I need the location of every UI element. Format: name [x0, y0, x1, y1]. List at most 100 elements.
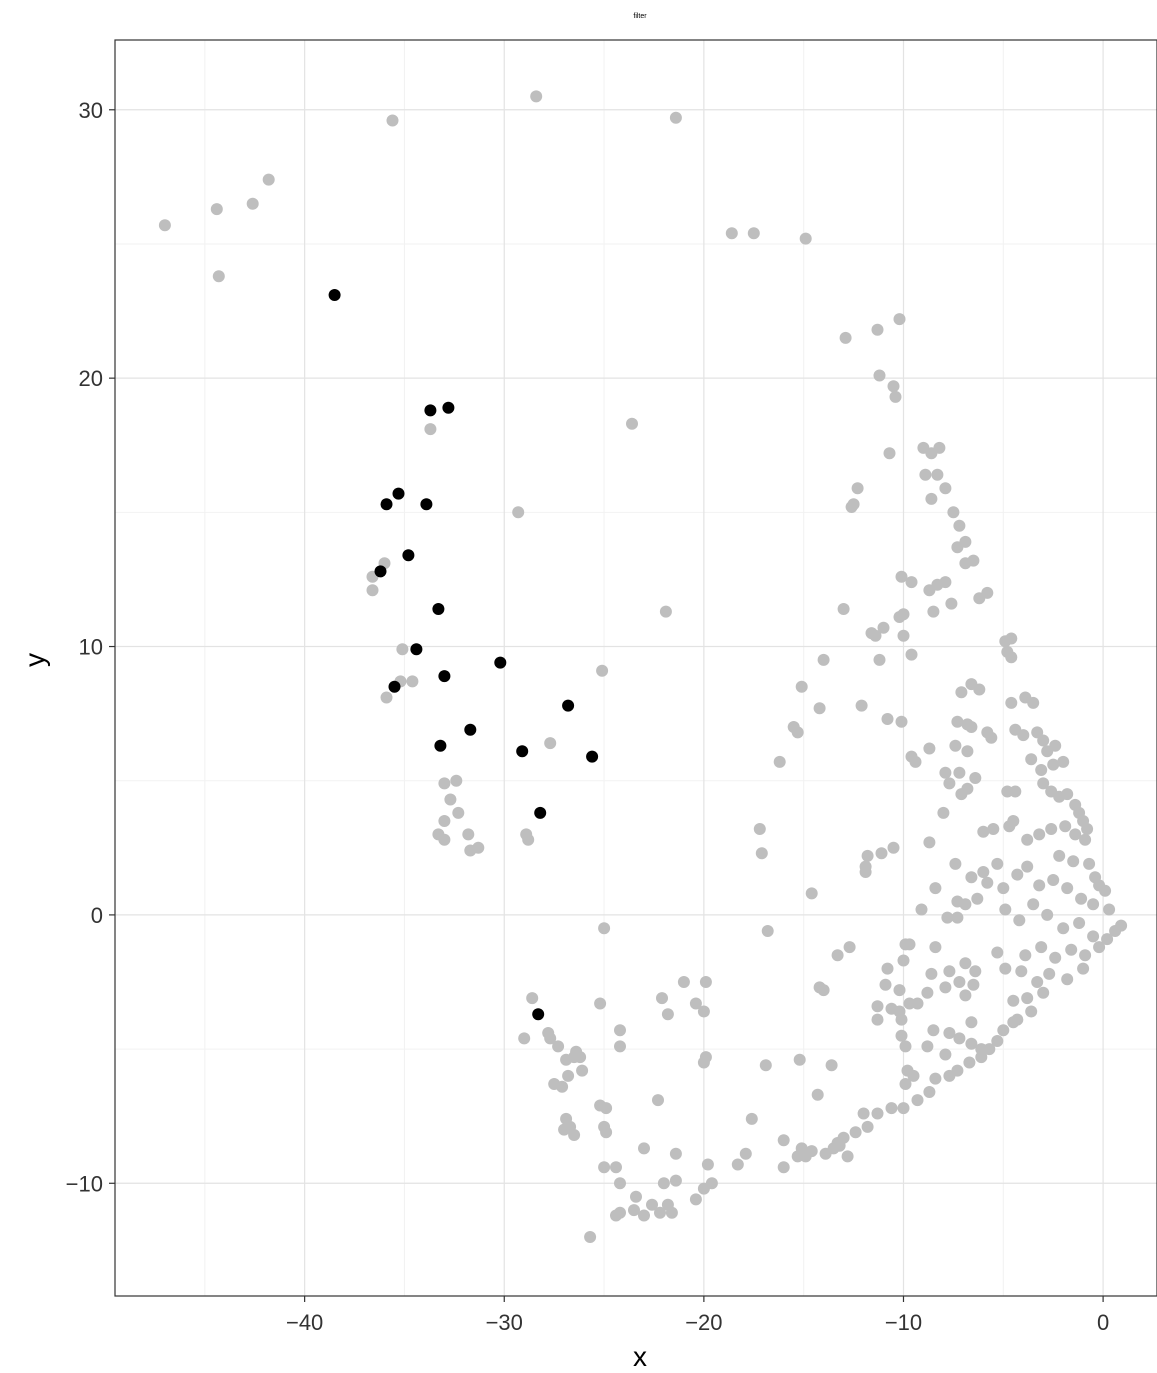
data-point [1025, 1005, 1038, 1018]
data-point [973, 683, 986, 696]
data-point [1083, 857, 1096, 870]
highlighted-point [494, 656, 507, 669]
data-point [905, 576, 918, 589]
data-point [929, 882, 942, 895]
data-point [739, 1147, 752, 1160]
data-point [869, 629, 882, 642]
data-point [939, 482, 952, 495]
data-point [530, 90, 543, 103]
data-point [600, 1126, 613, 1139]
highlighted-point [392, 487, 405, 500]
data-point [438, 815, 451, 827]
data-point [799, 232, 812, 245]
highlighted-point [420, 498, 433, 511]
data-point [969, 772, 982, 784]
data-point [1067, 855, 1080, 868]
data-point [965, 1037, 978, 1050]
highlighted-point [534, 806, 547, 819]
data-point [598, 922, 611, 935]
data-point [861, 1120, 874, 1133]
minor-gridlines [115, 40, 1157, 1296]
data-point [731, 1158, 744, 1171]
x-tick-label: −40 [286, 1310, 323, 1335]
highlighted-point [464, 723, 477, 736]
data-point [1011, 868, 1024, 881]
data-point [610, 1209, 622, 1222]
data-point [981, 876, 994, 889]
data-point [825, 1059, 838, 1072]
data-point [1035, 941, 1048, 954]
data-point [889, 390, 902, 403]
data-point [761, 925, 774, 937]
data-point [953, 519, 966, 532]
data-point [1021, 833, 1034, 846]
data-point [1043, 967, 1056, 980]
data-point [544, 1032, 557, 1045]
data-point [959, 557, 972, 570]
data-point [1079, 949, 1092, 962]
data-point [991, 1035, 1004, 1047]
data-point [997, 882, 1010, 895]
data-point [933, 441, 946, 454]
data-point [929, 1072, 942, 1085]
data-point [857, 1107, 870, 1120]
axis-ticks: −40 −30 −20 −10 0 −10 0 10 20 30 [66, 98, 1110, 1335]
data-point [665, 1206, 678, 1219]
data-point [614, 1024, 626, 1037]
data-point [911, 1094, 924, 1107]
data-point [1035, 764, 1048, 776]
data-point [873, 369, 886, 382]
data-point [1103, 903, 1116, 916]
data-point [939, 1048, 952, 1061]
data-point [963, 1056, 976, 1069]
x-tick-label: 0 [1097, 1310, 1109, 1335]
data-point [977, 825, 990, 838]
data-point [386, 114, 399, 127]
highlighted-point [402, 549, 415, 562]
data-point [654, 1206, 666, 1219]
data-point [1027, 696, 1040, 709]
data-point [811, 1088, 824, 1101]
data-point [943, 777, 956, 790]
data-point [925, 967, 938, 980]
data-point [899, 1078, 912, 1090]
data-point [1061, 973, 1074, 986]
x-tick-label: −20 [685, 1310, 722, 1335]
data-point [1049, 739, 1062, 752]
data-point [945, 597, 958, 610]
data-point [699, 976, 712, 988]
data-point [909, 755, 922, 768]
data-point [697, 1005, 710, 1018]
data-point [656, 992, 668, 1005]
data-point [1069, 828, 1082, 841]
data-point [955, 788, 968, 801]
data-point [939, 981, 952, 994]
data-point [791, 726, 804, 739]
data-point [630, 1190, 642, 1203]
data-point [705, 1177, 718, 1190]
data-point [1059, 820, 1072, 833]
data-point [747, 227, 760, 240]
data-point [1081, 823, 1094, 835]
data-point [991, 946, 1004, 959]
data-point [646, 1198, 658, 1211]
data-point [899, 1040, 912, 1053]
data-point [396, 643, 409, 656]
data-point [562, 1069, 575, 1082]
highlighted-point [328, 289, 341, 301]
data-point [1049, 951, 1062, 964]
data-point [871, 1013, 884, 1026]
data-point [701, 1158, 714, 1171]
highlighted-point [516, 745, 529, 758]
data-point [897, 1102, 910, 1115]
data-point [981, 586, 994, 599]
data-point [883, 447, 896, 460]
data-point [795, 680, 808, 693]
data-point [805, 887, 818, 900]
data-point [697, 1056, 710, 1069]
data-point [949, 857, 962, 870]
data-point [851, 482, 864, 495]
data-point [657, 1177, 670, 1190]
data-point [991, 857, 1004, 870]
data-point [677, 976, 690, 988]
